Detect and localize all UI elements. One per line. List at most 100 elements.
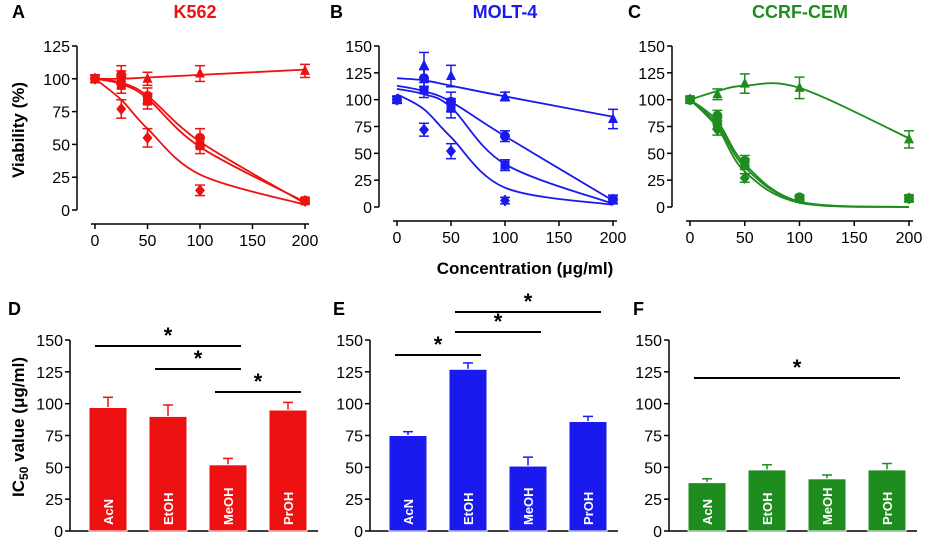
data-point-diamond [392, 93, 402, 106]
data-point-triangle [446, 70, 456, 81]
data-point-diamond [300, 194, 310, 207]
data-point-triangle [195, 67, 205, 78]
y-tick-label: 75 [644, 429, 662, 446]
bar-etoh [448, 368, 488, 532]
top-y-axis-label: Viability (%) [9, 82, 28, 178]
data-point-square [740, 159, 750, 169]
significance-star: * [524, 289, 533, 314]
panel-letter: F [633, 299, 644, 319]
y-tick-label: 25 [52, 170, 70, 187]
bar-meoh [508, 465, 548, 532]
data-point-triangle [500, 90, 510, 101]
y-tick-label: 50 [644, 460, 662, 477]
x-tick-label: 0 [393, 230, 402, 247]
x-tick-label: 200 [896, 230, 923, 247]
bar-label: MeOH [820, 487, 835, 525]
ylabel-viability: Viability (%) [9, 82, 28, 178]
panels: A 0 25 50 75 100 125 K562 0 50 100 150 200 B 0 25 50 75 10… [8, 2, 922, 541]
y-tick-label: 150 [345, 39, 372, 56]
y-tick-label: 25 [45, 492, 63, 509]
panel-letter: E [333, 299, 345, 319]
significance-star: * [793, 355, 802, 380]
data-point-triangle [300, 64, 310, 75]
data-point-diamond [794, 192, 805, 205]
fit-curve-sq [396, 88, 614, 205]
panel-e: E 0 25 50 75 100 125 150 AcN EtOH MeOH PrOH * * * [333, 289, 618, 541]
y-tick-label: 50 [647, 146, 665, 163]
series-dia [685, 93, 914, 208]
bar-label: AcN [401, 499, 416, 525]
panel-f: F 0 25 50 75 100 125 150 AcN EtOH MeOH PrOH * [633, 299, 917, 541]
bar-label: MeOH [521, 487, 536, 525]
bar-etoh [747, 469, 787, 532]
bottom-y-axis-label: IC50 value (μg/ml) [9, 357, 31, 497]
significance-star: * [254, 369, 263, 394]
y-tick-label: 75 [354, 120, 372, 137]
data-point-diamond [712, 123, 723, 136]
bar-meoh [208, 464, 248, 532]
y-tick-label: 25 [345, 492, 363, 509]
y-tick-label: 125 [345, 66, 372, 83]
ylabel-ic50-main: IC [9, 480, 28, 497]
data-point-diamond [904, 192, 914, 205]
y-tick-label: 50 [354, 146, 372, 163]
data-point-circle [419, 73, 429, 84]
bar-label: PrOH [281, 492, 296, 525]
data-point-diamond [608, 193, 618, 206]
x-tick-label: 0 [686, 230, 695, 247]
x-tick-label: 100 [187, 233, 214, 250]
y-tick-label: 150 [36, 333, 63, 350]
bar-label: AcN [101, 499, 116, 525]
y-tick-label: 125 [43, 39, 70, 56]
data-point-square [500, 160, 510, 170]
x-tick-label: 150 [239, 233, 266, 250]
x-tick-label: 200 [292, 233, 319, 250]
x-tick-label: 100 [786, 230, 813, 247]
panel-letter: A [12, 2, 25, 22]
bar-label: MeOH [221, 487, 236, 525]
bar-meoh [807, 478, 847, 532]
y-tick-label: 150 [635, 333, 662, 350]
bar-acn [88, 406, 128, 532]
y-tick-label: 0 [656, 200, 665, 217]
bar-label: AcN [700, 499, 715, 525]
ylabel-ic50: IC50 value (μg/ml) [9, 357, 31, 497]
significance-star: * [494, 309, 503, 334]
bar-etoh [148, 415, 188, 532]
y-tick-label: 0 [363, 200, 372, 217]
panel-letter: D [8, 299, 21, 319]
ylabel-ic50-sub: 50 [17, 466, 31, 480]
fit-curve-circ [396, 84, 614, 202]
y-tick-label: 150 [638, 39, 665, 56]
significance-star: * [164, 323, 173, 348]
data-point-diamond [116, 102, 127, 115]
y-tick-label: 25 [354, 173, 372, 190]
series-dia [90, 72, 310, 207]
fit-curve-dia [396, 93, 614, 206]
y-tick-label: 100 [635, 397, 662, 414]
data-point-triangle [794, 81, 805, 92]
panel-c: C 0 25 50 75 100 125 150 CCRF-CEM 0 50 100 150 200 [628, 2, 922, 247]
panel-title: CCRF-CEM [752, 2, 848, 22]
y-tick-label: 0 [354, 524, 363, 541]
data-point-triangle [142, 72, 153, 83]
data-point-triangle [419, 59, 429, 70]
data-point-diamond [142, 131, 153, 144]
panel-title: MOLT-4 [473, 2, 538, 22]
data-point-diamond [500, 194, 510, 207]
bar-acn [388, 435, 428, 532]
fit-curve-sq [689, 99, 910, 208]
series-dia [392, 93, 618, 207]
y-tick-label: 75 [345, 429, 363, 446]
data-point-square [419, 85, 429, 95]
y-tick-label: 125 [36, 365, 63, 382]
y-tick-label: 75 [45, 429, 63, 446]
data-point-square [446, 103, 456, 113]
significance-star: * [434, 332, 443, 357]
bar-acn [687, 482, 727, 532]
data-point-square [195, 141, 205, 151]
x-tick-label: 150 [546, 230, 573, 247]
data-point-square [116, 80, 126, 90]
bar-label: EtOH [461, 493, 476, 526]
